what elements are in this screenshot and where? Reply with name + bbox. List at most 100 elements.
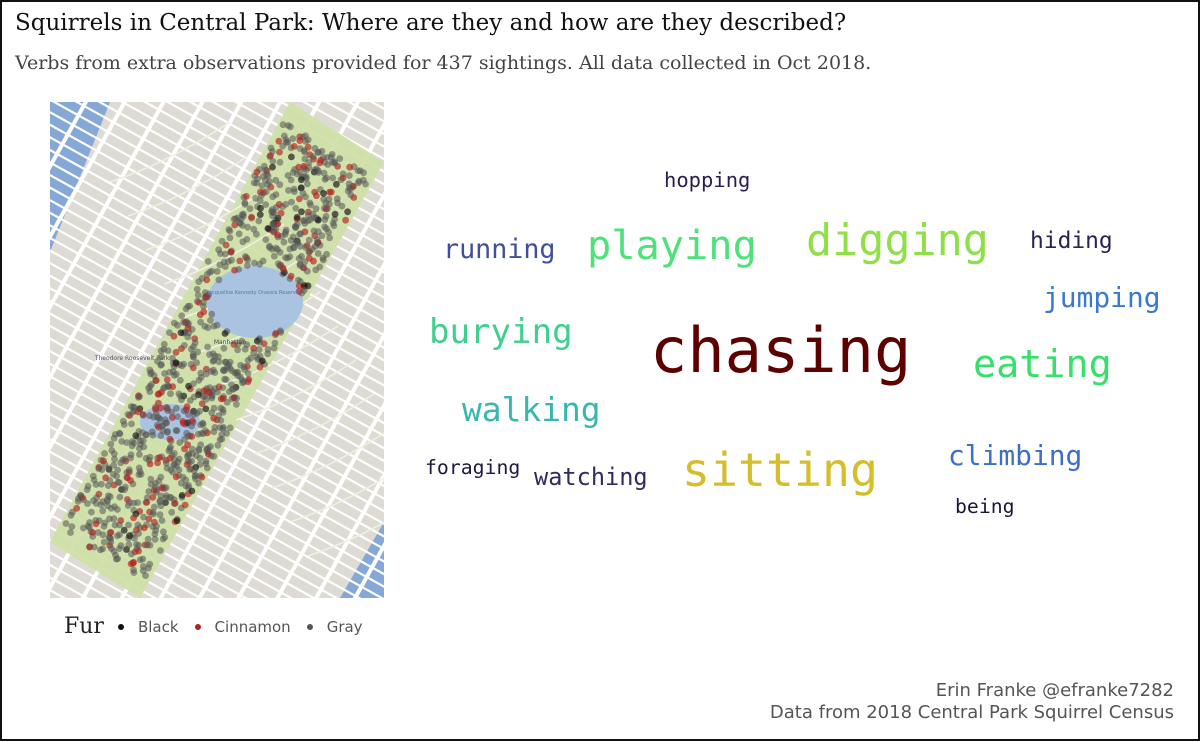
sighting-point (195, 479, 203, 487)
sighting-point (155, 399, 162, 407)
sighting-point (101, 519, 109, 527)
sighting-point (126, 499, 133, 506)
word-being: being (955, 495, 1015, 518)
sighting-point (132, 432, 140, 440)
sighting-point (93, 494, 100, 502)
sighting-point (242, 193, 250, 200)
sighting-point (209, 357, 217, 365)
sighting-point (331, 210, 339, 218)
word-digging: digging (806, 216, 989, 266)
sighting-point (166, 435, 174, 443)
sighting-point (204, 343, 212, 351)
avenue-line (50, 102, 384, 598)
river-bottom (340, 522, 384, 598)
sighting-point (139, 555, 147, 563)
sighting-point (149, 493, 157, 501)
sighting-point (111, 431, 119, 438)
word-playing: playing (587, 222, 757, 269)
sighting-point (62, 520, 70, 527)
sighting-point (292, 239, 300, 247)
sighting-point (240, 363, 248, 370)
sighting-point (256, 363, 264, 371)
sighting-point (202, 370, 210, 378)
sighting-point (124, 411, 132, 418)
sighting-point (198, 473, 206, 481)
sighting-point (190, 393, 198, 401)
sighting-point (301, 155, 309, 163)
sighting-point (360, 176, 367, 184)
sighting-point (274, 214, 282, 222)
park-path (289, 477, 384, 523)
sighting-point (221, 366, 229, 374)
sighting-point (157, 547, 164, 554)
sighting-point (326, 234, 333, 242)
sighting-point (108, 447, 116, 454)
sighting-point (207, 317, 214, 324)
sighting-point (104, 482, 112, 489)
sighting-point (130, 514, 137, 522)
sighting-point (218, 431, 226, 438)
sighting-point (234, 341, 242, 348)
sighting-point (290, 188, 298, 195)
sighting-point (117, 542, 125, 549)
sighting-point (288, 198, 295, 206)
park-path (253, 393, 375, 455)
sighting-point (218, 237, 226, 245)
sighting-point (257, 204, 264, 212)
sighting-point (128, 420, 135, 428)
sighting-point (144, 541, 151, 549)
sighting-point (198, 400, 206, 407)
sighting-point (107, 529, 115, 536)
sighting-point (231, 221, 239, 229)
sighting-point (116, 493, 124, 501)
sighting-point (135, 542, 143, 549)
credit-author: Erin Franke @efranke7282 (935, 680, 1174, 701)
sighting-point (321, 216, 329, 223)
sighting-point (295, 255, 303, 262)
sighting-point (302, 193, 309, 201)
sighting-point (164, 427, 171, 435)
sighting-point (256, 338, 263, 346)
sighting-point (117, 459, 125, 467)
sighting-point (124, 474, 131, 482)
sighting-point (305, 236, 313, 244)
sighting-point (109, 470, 117, 478)
sighting-point (194, 430, 202, 438)
sighting-point (280, 238, 288, 246)
sighting-point (174, 321, 181, 329)
sighting-point (310, 214, 318, 222)
sighting-point (213, 268, 221, 275)
sighting-point (188, 417, 196, 424)
sighting-point (234, 368, 242, 376)
sighting-point (157, 432, 165, 439)
sighting-point (253, 168, 261, 176)
sighting-point (195, 278, 203, 285)
sighting-point (140, 513, 147, 521)
sighting-point (219, 425, 227, 432)
sighting-point (180, 419, 187, 427)
sighting-point (176, 439, 184, 446)
park-path (127, 155, 249, 217)
sighting-point (288, 153, 295, 161)
sighting-point (243, 341, 251, 348)
sighting-point (172, 427, 180, 434)
sighting-point (142, 499, 150, 506)
sighting-point (158, 484, 166, 492)
sighting-point (299, 264, 307, 271)
avenue-line (50, 102, 384, 598)
legend-title: Fur (64, 614, 104, 639)
sighting-point (161, 370, 168, 377)
sighting-point (321, 176, 329, 183)
sighting-point (192, 472, 200, 479)
sighting-point (188, 422, 195, 430)
sighting-point (270, 344, 278, 352)
sighting-point (301, 258, 309, 266)
street-line (50, 102, 384, 364)
sighting-point (125, 541, 133, 549)
sighting-point (208, 409, 216, 417)
sighting-point (197, 369, 205, 377)
sighting-point (225, 258, 232, 265)
sighting-point (256, 211, 264, 218)
sighting-point (126, 532, 133, 540)
sighting-point (162, 494, 170, 502)
